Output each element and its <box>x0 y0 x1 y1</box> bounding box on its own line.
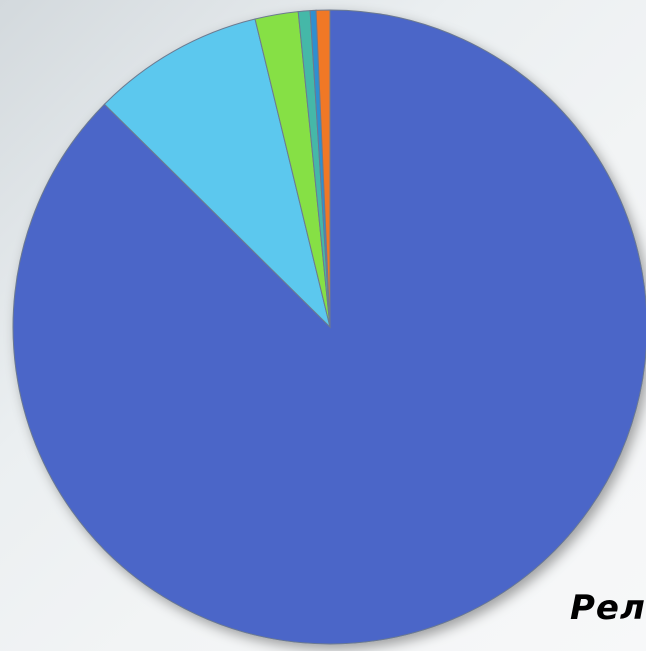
pie-slices <box>12 9 646 645</box>
pie-slice-6 <box>315 9 331 328</box>
caption-text: Рел <box>570 588 646 628</box>
